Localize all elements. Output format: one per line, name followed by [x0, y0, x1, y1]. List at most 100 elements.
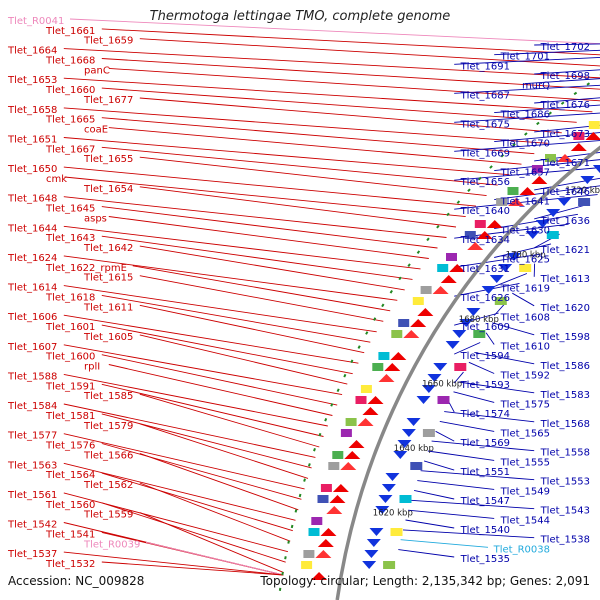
reverse-gene-label[interactable]: Tlet_1608	[500, 313, 550, 324]
forward-gene-label[interactable]: Tlet_1607	[7, 342, 57, 353]
forward-gene-label[interactable]: cmk	[46, 174, 67, 185]
forward-gene-label[interactable]: panC	[84, 65, 110, 76]
reverse-gene-label[interactable]: Tlet_1540	[460, 525, 510, 536]
reverse-gene-label[interactable]: Tlet_1544	[500, 515, 550, 526]
reverse-gene-label[interactable]: Tlet_1702	[540, 42, 590, 53]
forward-gene-label[interactable]: Tlet_1564	[45, 470, 95, 481]
reverse-gene-label[interactable]: Tlet_1676	[540, 100, 590, 111]
forward-gene-label[interactable]: Tlet_1659	[83, 36, 133, 47]
forward-gene-label[interactable]: asps	[84, 214, 107, 225]
reverse-gene-label[interactable]: Tlet_1568	[540, 419, 590, 430]
forward-gene-label[interactable]: Tlet_1654	[83, 184, 133, 195]
reverse-gene-label[interactable]: Tlet_1535	[460, 554, 510, 565]
reverse-gene-label[interactable]: Tlet_1687	[460, 90, 510, 101]
reverse-gene-label[interactable]: Tlet_1675	[460, 119, 510, 130]
reverse-gene-label[interactable]: murQ	[522, 81, 550, 92]
reverse-gene-label[interactable]: Tlet_1609	[460, 322, 510, 333]
forward-gene-label[interactable]: Tlet_1601	[45, 322, 95, 333]
forward-gene-label[interactable]: Tlet_1585	[83, 391, 133, 402]
reverse-gene-label[interactable]: Tlet_1555	[500, 457, 550, 468]
forward-gene-label[interactable]: Tlet_1561	[7, 490, 57, 501]
reverse-gene-label[interactable]: Tlet_1598	[540, 332, 590, 343]
forward-gene-label[interactable]: Tlet_1576	[45, 441, 95, 452]
forward-gene-label[interactable]: Tlet_1677	[83, 95, 133, 106]
forward-gene-label[interactable]: Tlet_1541	[45, 529, 95, 540]
forward-gene-label[interactable]: Tlet_1660	[45, 85, 95, 96]
forward-gene-label[interactable]: Tlet_1618	[45, 292, 95, 303]
forward-gene-label[interactable]: Tlet_1566	[83, 450, 133, 461]
reverse-gene-label[interactable]: Tlet_1630	[500, 226, 550, 237]
forward-gene-label[interactable]: Tlet_1643	[45, 233, 95, 244]
reverse-gene-label[interactable]: Tlet_1565	[500, 428, 550, 439]
forward-gene-label[interactable]: Tlet_1624	[7, 253, 57, 264]
reverse-gene-label[interactable]: Tlet_1594	[460, 351, 510, 362]
forward-gene-label[interactable]: Tlet_1655	[83, 154, 133, 165]
reverse-gene-label[interactable]: Tlet_1621	[540, 245, 590, 256]
reverse-gene-label[interactable]: Tlet_1558	[540, 448, 590, 459]
forward-gene-label[interactable]: Tlet_1658	[7, 105, 57, 116]
forward-gene-label[interactable]: Tlet_R0041	[7, 16, 64, 27]
forward-gene-label[interactable]: Tlet_1542	[7, 520, 57, 531]
forward-gene-label[interactable]: Tlet_1648	[7, 194, 57, 205]
reverse-gene-label[interactable]: Tlet_1691	[460, 61, 510, 72]
reverse-gene-label[interactable]: Tlet_1698	[540, 71, 590, 82]
forward-gene-label[interactable]: Tlet_1579	[83, 421, 133, 432]
reverse-gene-label[interactable]: Tlet_R0038	[493, 544, 550, 555]
forward-gene-label[interactable]: Tlet_1664	[7, 46, 57, 57]
forward-gene-label[interactable]: Tlet_1653	[7, 75, 57, 86]
forward-gene-label[interactable]: Tlet_1577	[7, 431, 57, 442]
forward-gene-label[interactable]: Tlet_1650	[7, 164, 57, 175]
reverse-gene-label[interactable]: Tlet_1574	[460, 409, 510, 420]
reverse-gene-label[interactable]: Tlet_1640	[460, 206, 510, 217]
reverse-gene-label[interactable]: Tlet_1673	[540, 129, 590, 140]
forward-gene-label[interactable]: Tlet_1562	[83, 480, 133, 491]
forward-gene-label[interactable]: Tlet_1645	[45, 204, 95, 215]
forward-gene-label[interactable]: Tlet_1605	[83, 332, 133, 343]
forward-gene-label[interactable]: Tlet_1581	[45, 411, 95, 422]
forward-gene-label[interactable]: Tlet_1667	[45, 144, 95, 155]
reverse-gene-label[interactable]: Tlet_1619	[500, 284, 550, 295]
forward-gene-label[interactable]: Tlet_1606	[7, 312, 57, 323]
reverse-gene-label[interactable]: Tlet_1583	[540, 390, 590, 401]
reverse-gene-label[interactable]: Tlet_1592	[500, 371, 550, 382]
forward-gene-label[interactable]: Tlet_1591	[45, 381, 95, 392]
forward-gene-label[interactable]: Tlet_1537	[7, 549, 57, 560]
forward-gene-label[interactable]: Tlet_1661	[45, 26, 95, 37]
reverse-gene-label[interactable]: Tlet_1553	[540, 477, 590, 488]
forward-gene-label[interactable]: Tlet_1600	[45, 352, 95, 363]
forward-gene-label[interactable]: Tlet_1642	[83, 243, 133, 254]
reverse-gene-label[interactable]: Tlet_1669	[460, 148, 510, 159]
forward-gene-label[interactable]: coaE	[84, 125, 108, 136]
reverse-gene-label[interactable]: Tlet_1656	[460, 177, 510, 188]
reverse-gene-label[interactable]: Tlet_1551	[460, 467, 510, 478]
reverse-gene-label[interactable]: Tlet_1686	[500, 110, 550, 121]
reverse-gene-label[interactable]: Tlet_1636	[540, 216, 590, 227]
reverse-gene-label[interactable]: Tlet_1631	[460, 264, 510, 275]
forward-gene-label[interactable]: Tlet_1559	[83, 510, 133, 521]
reverse-gene-label[interactable]: Tlet_1641	[500, 197, 550, 208]
forward-gene-label[interactable]: Tlet_1668	[45, 56, 95, 67]
reverse-gene-label[interactable]: Tlet_1670	[500, 139, 550, 150]
reverse-gene-label[interactable]: Tlet_1610	[500, 342, 550, 353]
reverse-gene-label[interactable]: Tlet_1613	[540, 274, 590, 285]
reverse-gene-label[interactable]: Tlet_1569	[460, 438, 510, 449]
forward-gene-label[interactable]: Tlet_1615	[83, 273, 133, 284]
reverse-gene-label[interactable]: Tlet_1549	[500, 486, 550, 497]
reverse-gene-label[interactable]: Tlet_1593	[460, 380, 510, 391]
reverse-gene-label[interactable]: Tlet_1575	[500, 399, 550, 410]
forward-gene-label[interactable]: Tlet_1665	[45, 115, 95, 126]
forward-gene-label[interactable]: Tlet_R0039	[83, 539, 140, 550]
forward-gene-label[interactable]: rplI	[84, 362, 100, 373]
forward-gene-label[interactable]: Tlet_1584	[7, 401, 57, 412]
reverse-gene-label[interactable]: Tlet_1671	[540, 158, 590, 169]
forward-gene-label[interactable]: Tlet_1611	[83, 302, 133, 313]
forward-gene-label[interactable]: Tlet_1614	[7, 283, 57, 294]
reverse-gene-label[interactable]: Tlet_1701	[500, 52, 550, 63]
reverse-gene-label[interactable]: Tlet_1543	[540, 506, 590, 517]
forward-gene-label[interactable]: Tlet_1651	[7, 135, 57, 146]
reverse-gene-label[interactable]: Tlet_1626	[460, 293, 510, 304]
forward-gene-label[interactable]: Tlet_1622_rpmE	[45, 263, 127, 274]
forward-gene-label[interactable]: Tlet_1563	[7, 460, 57, 471]
reverse-gene-label[interactable]: Tlet_1547	[460, 496, 510, 507]
reverse-gene-label[interactable]: Tlet_1657	[500, 168, 550, 179]
